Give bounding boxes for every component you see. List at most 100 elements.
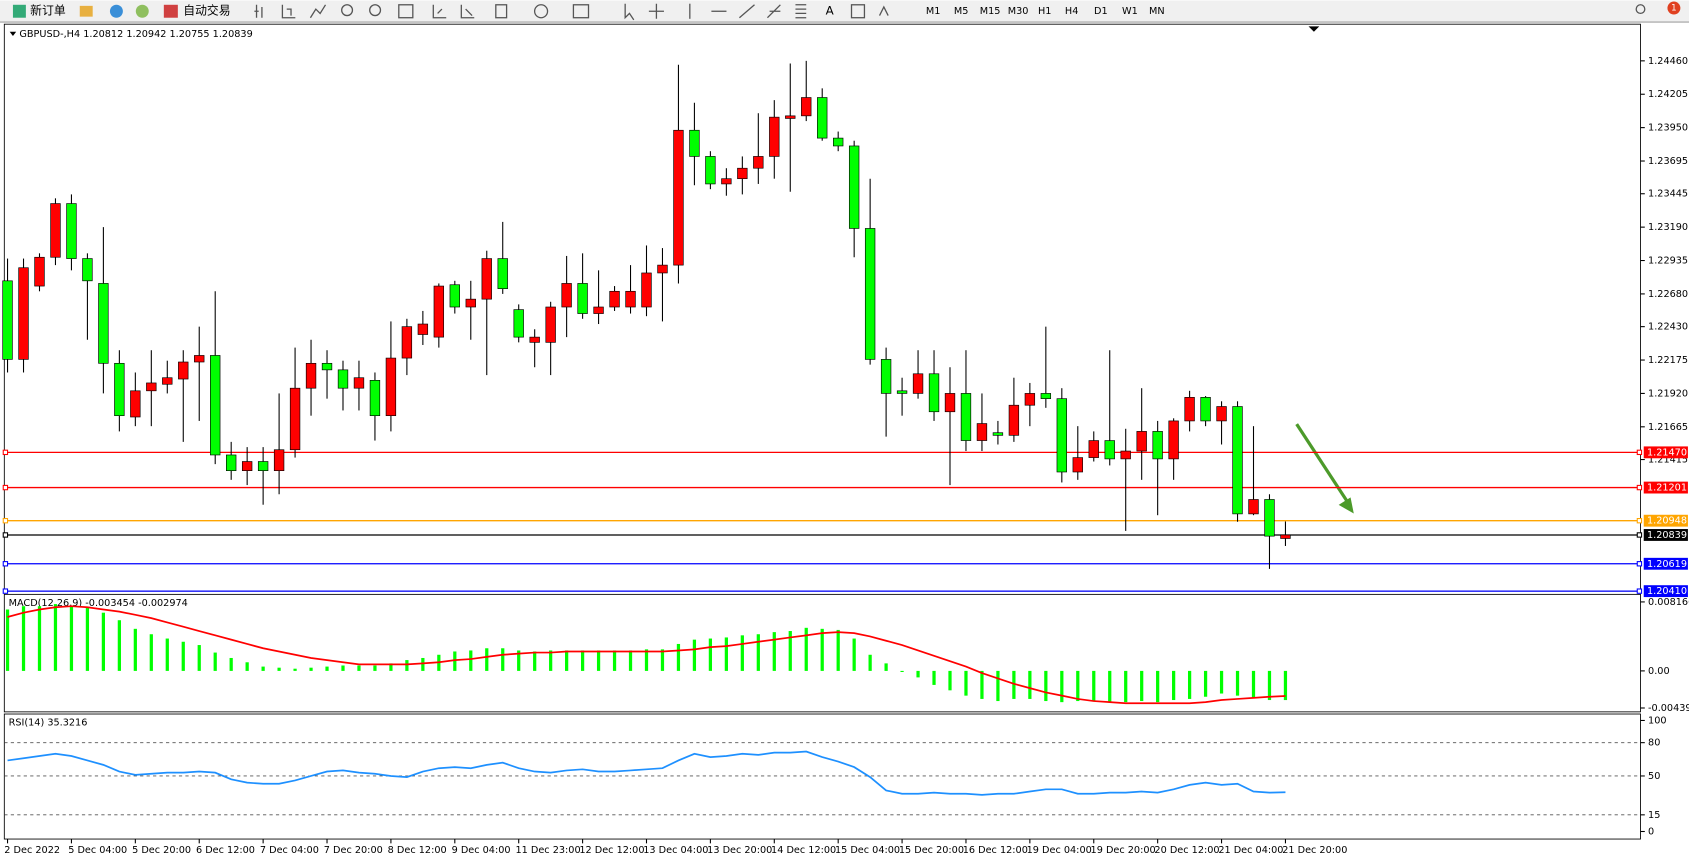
toolbar-button[interactable]: D1 bbox=[1094, 6, 1108, 17]
macd-bar bbox=[261, 666, 265, 671]
toolbar-button[interactable]: M5 bbox=[954, 6, 969, 17]
level-label: 1.20839 bbox=[1647, 530, 1687, 541]
macd-bar bbox=[1092, 670, 1096, 702]
bar-low: 1.20755 bbox=[170, 29, 210, 40]
icon-label[interactable] bbox=[850, 4, 866, 19]
level-label-box bbox=[1643, 481, 1688, 494]
candle-body bbox=[353, 377, 365, 389]
macd-bar bbox=[469, 650, 473, 671]
candle-body bbox=[529, 336, 540, 343]
icon-fibo[interactable] bbox=[795, 4, 807, 19]
macd-bar bbox=[1140, 670, 1144, 702]
candle-body bbox=[801, 97, 812, 117]
icon-channel[interactable] bbox=[766, 4, 781, 19]
candle-body bbox=[273, 449, 285, 472]
candle-body bbox=[785, 115, 796, 119]
candle-body bbox=[2, 280, 13, 360]
candle-body bbox=[241, 461, 253, 472]
macd-bar bbox=[596, 650, 601, 671]
level-handle bbox=[1636, 484, 1643, 491]
icon-shift[interactable] bbox=[460, 4, 475, 19]
candle-body bbox=[1104, 440, 1115, 460]
icon-bars[interactable] bbox=[254, 4, 263, 18]
new-order-icon[interactable] bbox=[12, 4, 26, 18]
macd-bar bbox=[1124, 670, 1128, 703]
candle-body bbox=[321, 362, 333, 371]
toolbar-button[interactable]: A bbox=[826, 4, 834, 18]
y-tick-label: 50 bbox=[1648, 771, 1660, 782]
toolbar-button[interactable]: M1 bbox=[926, 6, 941, 17]
macd-bar bbox=[325, 666, 329, 671]
icon-line[interactable] bbox=[309, 4, 327, 19]
candle-body bbox=[545, 306, 556, 343]
y-tick-label: 80 bbox=[1648, 738, 1660, 749]
level-handle bbox=[2, 484, 9, 491]
tool-icon[interactable] bbox=[109, 4, 123, 18]
rsi-frame bbox=[3, 713, 1641, 840]
icon-zoom-out[interactable] bbox=[369, 4, 382, 17]
candle-body bbox=[1136, 431, 1147, 452]
macd-bar bbox=[373, 665, 377, 671]
x-tick-label: 6 Dec 12:00 bbox=[196, 845, 255, 856]
tool-icon[interactable] bbox=[79, 5, 93, 17]
icon-indicators[interactable] bbox=[495, 4, 508, 19]
icon-templates[interactable] bbox=[572, 4, 590, 19]
icon-arrows[interactable] bbox=[878, 5, 889, 16]
y-tick-label: 1.22680 bbox=[1648, 289, 1688, 300]
candle-body bbox=[625, 290, 636, 308]
macd-bar bbox=[836, 629, 840, 671]
macd-bar bbox=[1108, 670, 1112, 703]
icon-candles[interactable] bbox=[281, 4, 296, 19]
notification-badge[interactable] bbox=[1667, 1, 1681, 15]
macd-bar bbox=[820, 628, 824, 671]
macd-bar bbox=[756, 634, 760, 671]
candle-body bbox=[1088, 440, 1099, 458]
icon-period[interactable] bbox=[533, 4, 549, 19]
macd-bar bbox=[740, 635, 744, 671]
toolbar-button[interactable]: M30 bbox=[1008, 6, 1029, 17]
macd-bar bbox=[772, 632, 776, 671]
icon-crosshair[interactable] bbox=[648, 3, 664, 19]
macd-bar bbox=[293, 668, 297, 671]
x-tick-label: 12 Dec 12:00 bbox=[579, 845, 644, 856]
toolbar-button[interactable]: MN bbox=[1149, 6, 1165, 17]
icon-trendline[interactable] bbox=[738, 4, 755, 19]
level-handle bbox=[2, 518, 9, 524]
candle-body bbox=[737, 167, 748, 180]
x-tick-label: 11 Dec 23:00 bbox=[515, 845, 580, 856]
icon-cursor[interactable] bbox=[624, 3, 635, 21]
candle-body bbox=[1040, 393, 1052, 399]
toolbar-button[interactable]: W1 bbox=[1122, 6, 1138, 17]
toolbar-button[interactable]: H1 bbox=[1038, 6, 1051, 17]
y-tick-label: -0.004392 bbox=[1648, 703, 1689, 714]
level-label: 1.21470 bbox=[1647, 447, 1687, 458]
toolbar-button[interactable]: H4 bbox=[1065, 6, 1078, 17]
level-handle bbox=[1636, 449, 1643, 456]
macd-bar bbox=[1156, 670, 1160, 703]
level-label: 1.20410 bbox=[1647, 586, 1687, 597]
candle-body bbox=[1008, 404, 1020, 436]
candle-body bbox=[226, 454, 237, 472]
candle-body bbox=[417, 323, 429, 335]
icon-zoom-in[interactable] bbox=[341, 4, 354, 17]
icon-tile[interactable] bbox=[398, 4, 414, 19]
auto-trade-icon[interactable] bbox=[163, 4, 178, 18]
candle-body bbox=[305, 362, 317, 389]
tool-icon[interactable] bbox=[135, 4, 149, 18]
candle-body bbox=[673, 129, 684, 266]
candle-body bbox=[641, 272, 652, 308]
macd-bar bbox=[229, 657, 233, 671]
candle-body bbox=[449, 284, 460, 308]
icon-scroll[interactable] bbox=[432, 4, 447, 19]
toolbar-button[interactable]: M15 bbox=[980, 6, 1001, 17]
toolbar-button[interactable]: 自动交易 bbox=[183, 4, 230, 18]
macd-bar bbox=[1267, 670, 1272, 701]
macd-bar bbox=[165, 638, 169, 671]
toolbar-button[interactable]: 新订单 bbox=[30, 4, 66, 18]
x-tick-label: 9 Dec 04:00 bbox=[452, 845, 511, 856]
candle-body bbox=[1200, 397, 1211, 422]
level-label: 1.20948 bbox=[1647, 516, 1687, 527]
icon-search[interactable] bbox=[1635, 4, 1646, 15]
x-tick-label: 7 Dec 04:00 bbox=[260, 845, 319, 856]
